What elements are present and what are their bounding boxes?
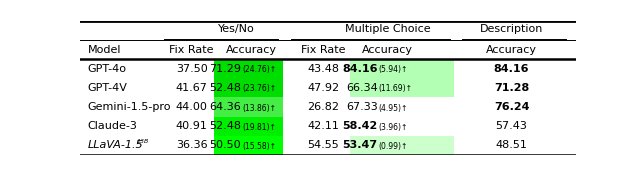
Text: 41.67: 41.67 (175, 83, 207, 93)
Text: GPT-4V: GPT-4V (88, 83, 127, 93)
Bar (350, 78, 454, 97)
Text: 50.50: 50.50 (209, 140, 241, 150)
Text: Accuracy: Accuracy (362, 45, 413, 55)
Text: 40.91: 40.91 (175, 121, 207, 131)
Text: 84.16: 84.16 (494, 64, 529, 74)
Text: 44.00: 44.00 (175, 102, 207, 112)
Text: 64.36: 64.36 (209, 102, 241, 112)
Bar (214, 117, 284, 136)
Text: LLaVA-1.5: LLaVA-1.5 (88, 140, 143, 150)
Bar (214, 97, 284, 117)
Text: 57.43: 57.43 (495, 121, 527, 131)
Text: Fix Rate: Fix Rate (301, 45, 346, 55)
Bar (350, 136, 454, 155)
Bar (214, 78, 284, 97)
Text: 67.33: 67.33 (346, 102, 378, 112)
Text: GPT-4o: GPT-4o (88, 64, 127, 74)
Bar (214, 136, 284, 155)
Text: (11.69)↑: (11.69)↑ (379, 84, 413, 93)
Text: 71.28: 71.28 (494, 83, 529, 93)
Text: 42.11: 42.11 (307, 121, 339, 131)
Text: (19.81)↑: (19.81)↑ (242, 123, 276, 132)
Text: 47.92: 47.92 (307, 83, 339, 93)
Text: 48.51: 48.51 (495, 140, 527, 150)
Text: 76.24: 76.24 (494, 102, 529, 112)
Text: Multiple Choice: Multiple Choice (345, 24, 430, 34)
Text: 13B: 13B (137, 139, 149, 144)
Text: Claude-3: Claude-3 (88, 121, 138, 131)
Text: Description: Description (480, 24, 543, 34)
Text: (23.76)↑: (23.76)↑ (242, 84, 276, 93)
Text: (5.94)↑: (5.94)↑ (379, 65, 408, 74)
Text: Model: Model (88, 45, 121, 55)
Text: 54.55: 54.55 (307, 140, 339, 150)
Text: 71.29: 71.29 (209, 64, 241, 74)
Text: 52.48: 52.48 (209, 121, 241, 131)
Text: 36.36: 36.36 (176, 140, 207, 150)
Text: 26.82: 26.82 (307, 102, 339, 112)
Text: 66.34: 66.34 (346, 83, 378, 93)
Text: 58.42: 58.42 (342, 121, 378, 131)
Text: 84.16: 84.16 (342, 64, 378, 74)
Bar (214, 59, 284, 78)
Text: (4.95)↑: (4.95)↑ (379, 104, 408, 113)
Text: Yes/No: Yes/No (218, 24, 255, 34)
Text: 53.47: 53.47 (342, 140, 378, 150)
Text: Accuracy: Accuracy (486, 45, 537, 55)
Text: Fix Rate: Fix Rate (170, 45, 214, 55)
Bar (350, 59, 454, 78)
Text: 52.48: 52.48 (209, 83, 241, 93)
Text: 43.48: 43.48 (307, 64, 339, 74)
Text: 37.50: 37.50 (176, 64, 207, 74)
Text: (3.96)↑: (3.96)↑ (379, 123, 408, 132)
Text: (0.99)↑: (0.99)↑ (379, 142, 408, 151)
Text: (24.76)↑: (24.76)↑ (242, 65, 276, 74)
Text: (15.58)↑: (15.58)↑ (242, 142, 276, 151)
Text: (13.86)↑: (13.86)↑ (242, 104, 276, 113)
Text: Accuracy: Accuracy (226, 45, 276, 55)
Text: Gemini-1.5-pro: Gemini-1.5-pro (88, 102, 171, 112)
